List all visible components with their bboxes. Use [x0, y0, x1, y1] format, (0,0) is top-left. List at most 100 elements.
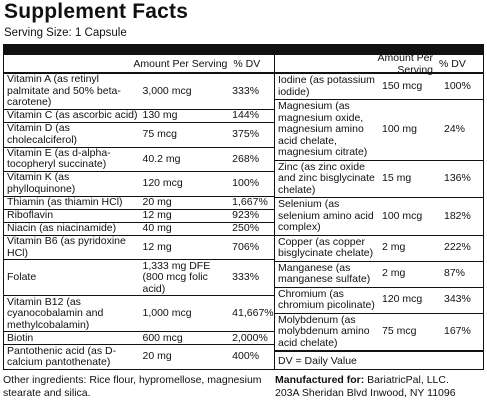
nutrient-name: Magnesium (as magnesium oxide, magnesium…	[278, 100, 368, 158]
left-column: Amount Per Serving % DV Vitamin A (as reti…	[4, 55, 275, 369]
amount: 75 mcg	[382, 325, 417, 337]
nutrient-name: Biotin	[7, 331, 34, 344]
nutrient-row: Vitamin B12 (as cyanocobalamin and methy…	[4, 295, 274, 333]
amount: 15 mg	[382, 172, 412, 184]
nutrient-row: Chromium (as chromium picolinate) 120 mcg…	[275, 288, 484, 314]
nutrient-name: Pantothenic acid (as D-calcium pantothen…	[7, 344, 117, 369]
amount: 40 mg	[142, 221, 172, 234]
title: Supplement Facts	[4, 0, 189, 23]
daily-value: 333%	[232, 271, 260, 284]
nutrient-name: Vitamin B12 (as cyanocobalamin and methy…	[7, 295, 104, 331]
daily-value: 222%	[444, 241, 471, 254]
nutrient-name: Riboflavin	[7, 208, 54, 221]
nutrient-name: Niacin (as niacinamide)	[7, 221, 117, 234]
amount-header: Amount Per Serving	[133, 57, 228, 70]
amount-header: Amount Per Serving	[377, 51, 433, 76]
nutrient-row: Thiamin (as thiamin HCl) 20 mg 1,667%	[4, 195, 274, 210]
nutrient-row: Selenium (as selenium amino acid complex…	[275, 198, 484, 236]
dv-header: % DV	[439, 57, 466, 70]
daily-value: 167%	[444, 325, 471, 337]
right-column: Amount Per Serving % DV Iodine (as potassi…	[275, 51, 484, 369]
daily-value: 24%	[444, 123, 466, 135]
amount: 20 mg	[142, 350, 172, 363]
nutrient-row: Riboflavin 12 mg 923%	[4, 208, 274, 223]
daily-value: 1,667%	[232, 195, 268, 208]
nutrient-row: Iodine (as potassium iodide) 150 mcg 100%	[275, 74, 484, 100]
amount: 100 mcg	[382, 209, 423, 222]
nutrient-name: Vitamin K (as phylloquinone)	[7, 171, 76, 195]
daily-value: 923%	[232, 208, 260, 221]
nutrient-name: Vitamin B6 (as pyridoxine HCl)	[7, 235, 126, 259]
nutrient-name: Vitamin A (as retinyl palmitate and 50% …	[7, 73, 121, 109]
nutrient-row: Manganese (as manganese sulfate) 2 mg 87%	[275, 262, 484, 288]
amount: 150 mcg	[382, 79, 423, 92]
manufacturer-line: 203A Sheridan Blvd Inwood, NY 11096	[275, 387, 456, 399]
amount: 2 mg	[382, 241, 406, 254]
daily-value: 400%	[232, 350, 260, 363]
daily-value: 268%	[232, 152, 260, 165]
nutrient-name: Copper (as copper bisglycinate chelate)	[278, 235, 374, 259]
nutrient-name: Vitamin C (as ascorbic acid)	[7, 109, 138, 122]
nutrient-row: Vitamin E (as d-alpha-tocopheryl succina…	[4, 146, 274, 173]
nutrient-row: Vitamin A (as retinyl palmitate and 50% …	[4, 73, 274, 111]
nutrient-row: Vitamin K (as phylloquinone) 120 mcg 100%	[4, 172, 274, 197]
daily-value: 144%	[232, 109, 260, 122]
header-bar	[3, 44, 484, 55]
amount: 1,000 mcg	[142, 307, 192, 320]
nutrient-name: Folate	[7, 271, 37, 284]
footnote: DV = Daily Value	[275, 351, 484, 369]
nutrient-row: Pantothenic acid (as D-calcium pantothen…	[4, 345, 274, 369]
daily-value: 41,667%	[232, 307, 274, 320]
other-ingredients: Other ingredients: Rice flour, hypromell…	[3, 374, 262, 399]
daily-value: 333%	[232, 84, 260, 97]
amount: 20 mg	[142, 195, 172, 208]
daily-value: 100%	[232, 177, 260, 190]
daily-value: 375%	[232, 128, 260, 141]
nutrient-name: Iodine (as potassium iodide)	[278, 74, 375, 98]
amount: 130 mg	[142, 109, 178, 122]
nutrient-row: Vitamin C (as ascorbic acid) 130 mg 144%	[4, 109, 274, 124]
daily-value: 100%	[444, 79, 471, 92]
nutrient-row: Biotin 600 mcg 2,000%	[4, 331, 274, 346]
amount: 3,000 mcg	[142, 84, 192, 97]
amount: 120 mcg	[382, 293, 423, 306]
manufacturer-label: Manufactured for:	[275, 374, 365, 386]
nutrient-name: Vitamin D (as cholecalciferol)	[7, 122, 78, 146]
nutrient-row: Molybdenum (as molybdenum amino acid che…	[275, 313, 484, 351]
amount: 100 mg	[382, 123, 418, 135]
amount: 12 mg	[142, 240, 172, 253]
nutrient-name: Selenium (as selenium amino acid complex…	[278, 198, 374, 233]
nutrient-row: Vitamin D (as cholecalciferol) 75 mcg 375%	[4, 123, 274, 148]
nutrient-row: Niacin (as niacinamide) 40 mg 250%	[4, 221, 274, 236]
facts-table: Amount Per Serving % DV Vitamin A (as reti…	[3, 51, 484, 370]
manufacturer: Manufactured for: BariatricPal, LLC. 203…	[275, 374, 485, 400]
nutrient-name: Zinc (as zinc oxide and zinc bisglycinat…	[278, 160, 375, 196]
nutrient-name: Chromium (as chromium picolinate)	[278, 287, 375, 311]
amount: 600 mcg	[142, 331, 183, 344]
daily-value: 343%	[444, 293, 471, 306]
column-header: Amount Per Serving % DV	[4, 55, 274, 74]
nutrient-row: Zinc (as zinc oxide and zinc bisglycinat…	[275, 160, 484, 198]
serving-size: Serving Size: 1 Capsule	[4, 27, 127, 39]
nutrient-row: Magnesium (as magnesium oxide, magnesium…	[275, 100, 484, 161]
daily-value: 136%	[444, 172, 471, 184]
nutrient-row: Copper (as copper bisglycinate chelate) 2…	[275, 236, 484, 262]
daily-value: 250%	[232, 221, 260, 234]
daily-value: 87%	[444, 267, 466, 280]
nutrient-name: Manganese (as manganese sulfate)	[278, 261, 371, 285]
amount: 120 mcg	[142, 177, 183, 190]
daily-value: 2,000%	[232, 331, 268, 344]
amount: 40.2 mg	[142, 152, 181, 165]
manufacturer-line: BariatricPal, LLC.	[367, 374, 449, 386]
column-header: Amount Per Serving % DV	[275, 51, 484, 76]
nutrient-name: Molybdenum (as molybdenum amino acid che…	[278, 313, 370, 349]
nutrient-row: Vitamin B6 (as pyridoxine HCl) 12 mg 706%	[4, 235, 274, 261]
amount: 2 mg	[382, 267, 406, 280]
daily-value: 182%	[444, 209, 471, 222]
amount: 12 mg	[142, 208, 172, 221]
nutrient-row: Folate 1,333 mg DFE (800 mcg folic acid) 3…	[4, 260, 274, 297]
daily-value: 706%	[232, 240, 260, 253]
nutrient-name: Vitamin E (as d-alpha-tocopheryl succina…	[7, 146, 111, 171]
amount: 75 mcg	[142, 128, 177, 141]
